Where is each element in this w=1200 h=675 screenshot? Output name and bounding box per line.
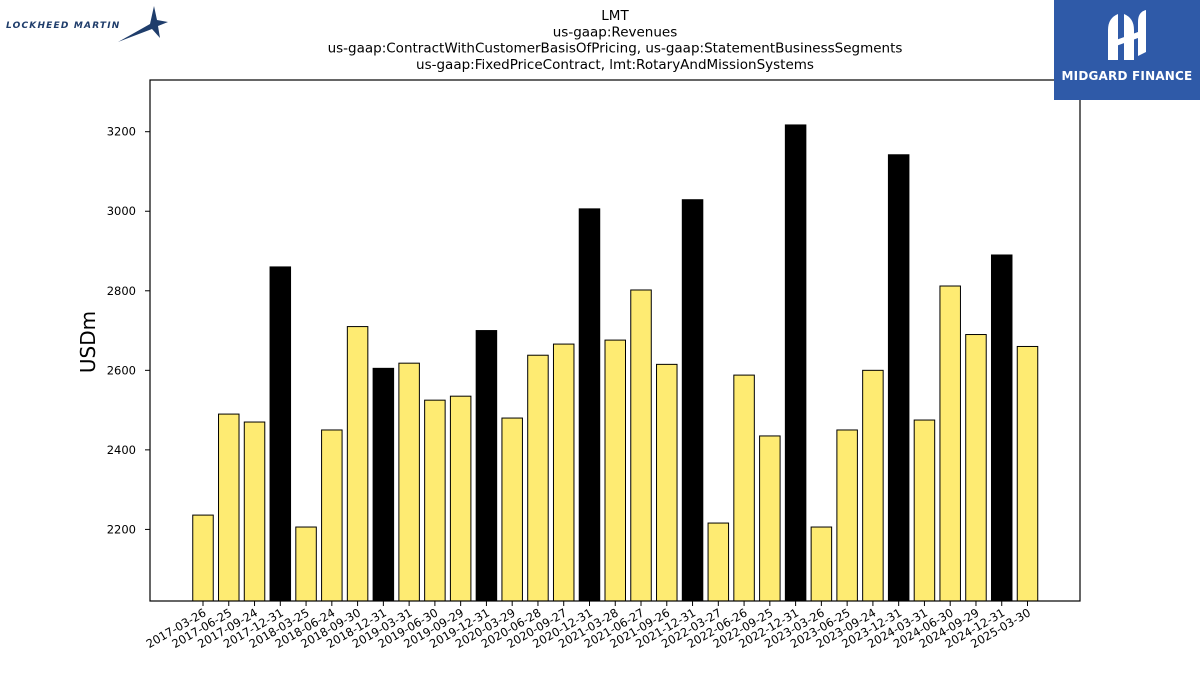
bar-2018-03-25 xyxy=(295,526,317,602)
bar-2024-12-31 xyxy=(990,254,1013,602)
bar-2020-06-28 xyxy=(527,354,549,602)
title-line: us-gaap:ContractWithCustomerBasisOfPrici… xyxy=(328,41,903,57)
bar-2025-03-30 xyxy=(1016,345,1039,602)
chart-title: LMTus-gaap:Revenuesus-gaap:ContractWithC… xyxy=(328,8,903,73)
bar-2022-03-27 xyxy=(707,522,730,602)
bar-2020-03-29 xyxy=(501,417,523,602)
bar-2018-06-24 xyxy=(321,429,343,602)
bar-2017-09-24 xyxy=(243,421,266,602)
y-tick-label: 2600 xyxy=(107,363,136,377)
y-axis: 2200 2400 2600 2800 3000 3200 xyxy=(107,125,150,536)
bar-2024-03-31 xyxy=(913,419,936,602)
bar-2018-09-30 xyxy=(346,326,369,602)
bar-2017-12-31 xyxy=(269,266,292,602)
bar-2017-06-25 xyxy=(218,413,240,602)
bar-2019-06-30 xyxy=(424,399,446,602)
title-line: us-gaap:Revenues xyxy=(553,24,678,40)
title-line: LMT xyxy=(601,8,629,24)
bar-2019-09-29 xyxy=(449,395,472,602)
bar-2022-09-25 xyxy=(759,435,781,602)
bar-2024-06-30 xyxy=(939,285,961,602)
y-tick-label: 2800 xyxy=(107,284,136,298)
bar-2021-06-27 xyxy=(630,289,652,602)
bar-2020-09-27 xyxy=(552,343,575,602)
y-tick-label: 3000 xyxy=(107,204,136,218)
bar-2017-03-26 xyxy=(192,514,214,602)
bar-2021-12-31 xyxy=(681,199,704,602)
bar-series xyxy=(192,124,1039,602)
y-axis-label: USDm xyxy=(76,311,100,373)
bar-2023-12-31 xyxy=(887,154,910,602)
bar-2019-12-31 xyxy=(475,330,498,602)
x-axis: 2017-03-262017-06-252017-09-242017-12-31… xyxy=(144,601,1033,651)
bar-2021-03-28 xyxy=(604,339,626,602)
bar-2023-09-24 xyxy=(862,369,884,602)
title-line: us-gaap:FixedPriceContract, lmt:RotaryAn… xyxy=(416,57,814,73)
y-tick-label: 2400 xyxy=(107,443,136,457)
bar-2023-03-26 xyxy=(810,526,833,602)
bar-2024-09-29 xyxy=(965,334,987,602)
y-tick-label: 2200 xyxy=(107,522,136,536)
midgard-finance-logo: MIDGARD FINANCE xyxy=(1054,0,1200,100)
lockheed-martin-logo: LOCKHEED MARTIN xyxy=(4,4,168,44)
bar-2020-12-31 xyxy=(578,208,601,602)
lockheed-martin-wordmark: LOCKHEED MARTIN xyxy=(6,21,121,31)
bar-2023-06-25 xyxy=(836,429,858,602)
bar-2022-12-31 xyxy=(784,124,807,602)
bar-2021-09-26 xyxy=(656,363,678,602)
bar-2019-03-31 xyxy=(398,362,420,602)
midgard-finance-wordmark: MIDGARD FINANCE xyxy=(1061,69,1193,83)
star-swoosh-icon xyxy=(118,6,168,42)
bar-2022-06-26 xyxy=(733,374,755,602)
y-tick-label: 3200 xyxy=(107,125,136,139)
bar-2018-12-31 xyxy=(372,367,395,602)
midgard-mark-icon xyxy=(1108,10,1146,60)
